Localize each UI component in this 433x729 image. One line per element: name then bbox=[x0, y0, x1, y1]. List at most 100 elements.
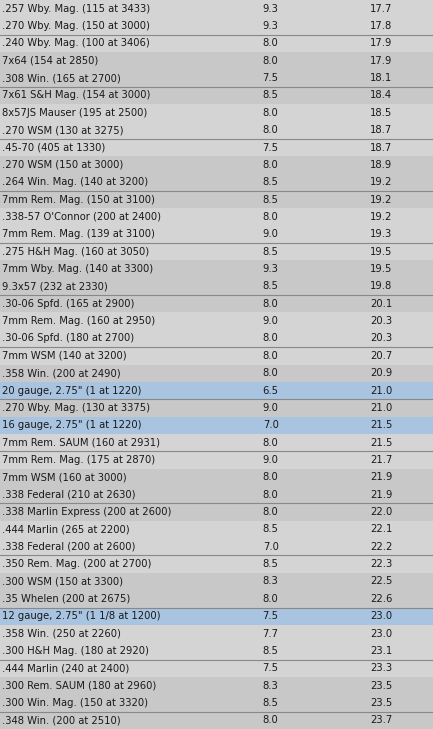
Text: 8.0: 8.0 bbox=[263, 160, 278, 170]
Bar bbox=[0, 382, 433, 399]
Text: 8.5: 8.5 bbox=[263, 195, 278, 205]
Text: 20.3: 20.3 bbox=[370, 333, 392, 343]
Text: 19.2: 19.2 bbox=[370, 212, 392, 222]
Text: .308 Win. (165 at 2700): .308 Win. (165 at 2700) bbox=[2, 73, 121, 83]
Text: .300 Win. Mag. (150 at 3320): .300 Win. Mag. (150 at 3320) bbox=[2, 698, 148, 708]
Text: 7.5: 7.5 bbox=[263, 73, 278, 83]
Text: 8.0: 8.0 bbox=[263, 212, 278, 222]
Text: 21.9: 21.9 bbox=[370, 472, 392, 483]
Text: .338 Marlin Express (200 at 2600): .338 Marlin Express (200 at 2600) bbox=[2, 507, 171, 517]
Text: .270 WSM (130 at 3275): .270 WSM (130 at 3275) bbox=[2, 125, 124, 135]
Text: .45-70 (405 at 1330): .45-70 (405 at 1330) bbox=[2, 143, 105, 152]
Bar bbox=[0, 278, 433, 295]
Bar bbox=[0, 538, 433, 555]
Text: 7.7: 7.7 bbox=[263, 628, 278, 639]
Text: 17.7: 17.7 bbox=[370, 4, 392, 14]
Text: 7mm Wby. Mag. (140 at 3300): 7mm Wby. Mag. (140 at 3300) bbox=[2, 264, 153, 274]
Bar bbox=[0, 156, 433, 174]
Text: 19.8: 19.8 bbox=[370, 281, 392, 292]
Text: 18.1: 18.1 bbox=[370, 73, 392, 83]
Bar bbox=[0, 104, 433, 122]
Text: .444 Marlin (240 at 2400): .444 Marlin (240 at 2400) bbox=[2, 663, 129, 674]
Text: 18.9: 18.9 bbox=[370, 160, 392, 170]
Text: 7.5: 7.5 bbox=[263, 663, 278, 674]
Text: 9.0: 9.0 bbox=[263, 230, 278, 239]
Text: 7mm WSM (160 at 3000): 7mm WSM (160 at 3000) bbox=[2, 472, 127, 483]
Text: 8.5: 8.5 bbox=[263, 524, 278, 534]
Text: .300 Rem. SAUM (180 at 2960): .300 Rem. SAUM (180 at 2960) bbox=[2, 681, 156, 690]
Text: .240 Wby. Mag. (100 at 3406): .240 Wby. Mag. (100 at 3406) bbox=[2, 39, 150, 48]
Text: 8.5: 8.5 bbox=[263, 559, 278, 569]
Text: 20.1: 20.1 bbox=[370, 299, 392, 309]
Bar bbox=[0, 226, 433, 243]
Bar bbox=[0, 330, 433, 347]
Text: 7.5: 7.5 bbox=[263, 611, 278, 621]
Text: .338-57 O'Connor (200 at 2400): .338-57 O'Connor (200 at 2400) bbox=[2, 212, 161, 222]
Text: 7mm Rem. Mag. (150 at 3100): 7mm Rem. Mag. (150 at 3100) bbox=[2, 195, 155, 205]
Bar bbox=[0, 295, 433, 313]
Text: 19.3: 19.3 bbox=[370, 230, 392, 239]
Bar bbox=[0, 416, 433, 434]
Bar bbox=[0, 52, 433, 69]
Text: 8.0: 8.0 bbox=[263, 715, 278, 725]
Text: 8.3: 8.3 bbox=[263, 681, 278, 690]
Text: 23.0: 23.0 bbox=[370, 628, 392, 639]
Text: 6.5: 6.5 bbox=[263, 386, 278, 396]
Text: 21.7: 21.7 bbox=[370, 455, 392, 465]
Text: 8.0: 8.0 bbox=[263, 472, 278, 483]
Bar bbox=[0, 347, 433, 364]
Text: 20 gauge, 2.75" (1 at 1220): 20 gauge, 2.75" (1 at 1220) bbox=[2, 386, 142, 396]
Text: 22.0: 22.0 bbox=[370, 507, 392, 517]
Text: 19.2: 19.2 bbox=[370, 177, 392, 187]
Text: 7.0: 7.0 bbox=[263, 420, 278, 430]
Text: 9.3: 9.3 bbox=[263, 264, 278, 274]
Text: 8.5: 8.5 bbox=[263, 246, 278, 257]
Text: 8.5: 8.5 bbox=[263, 281, 278, 292]
Bar bbox=[0, 503, 433, 521]
Bar bbox=[0, 35, 433, 52]
Text: .270 WSM (150 at 3000): .270 WSM (150 at 3000) bbox=[2, 160, 123, 170]
Text: 8.0: 8.0 bbox=[263, 125, 278, 135]
Text: 8.5: 8.5 bbox=[263, 698, 278, 708]
Text: 21.0: 21.0 bbox=[370, 403, 392, 413]
Text: 9.3: 9.3 bbox=[263, 21, 278, 31]
Text: 23.0: 23.0 bbox=[370, 611, 392, 621]
Bar bbox=[0, 607, 433, 625]
Text: 20.7: 20.7 bbox=[370, 351, 392, 361]
Text: 7mm WSM (140 at 3200): 7mm WSM (140 at 3200) bbox=[2, 351, 127, 361]
Text: 20.3: 20.3 bbox=[370, 316, 392, 326]
Bar bbox=[0, 208, 433, 226]
Bar bbox=[0, 694, 433, 712]
Text: .358 Win. (250 at 2260): .358 Win. (250 at 2260) bbox=[2, 628, 121, 639]
Bar bbox=[0, 399, 433, 416]
Text: 9.0: 9.0 bbox=[263, 455, 278, 465]
Text: .348 Win. (200 at 2510): .348 Win. (200 at 2510) bbox=[2, 715, 121, 725]
Text: 22.3: 22.3 bbox=[370, 559, 392, 569]
Text: 18.7: 18.7 bbox=[370, 125, 392, 135]
Bar bbox=[0, 260, 433, 278]
Text: 20.9: 20.9 bbox=[370, 368, 392, 378]
Text: 8.5: 8.5 bbox=[263, 177, 278, 187]
Bar bbox=[0, 677, 433, 694]
Text: 9.0: 9.0 bbox=[263, 316, 278, 326]
Bar bbox=[0, 521, 433, 538]
Text: 8x57JS Mauser (195 at 2500): 8x57JS Mauser (195 at 2500) bbox=[2, 108, 147, 118]
Text: .35 Whelen (200 at 2675): .35 Whelen (200 at 2675) bbox=[2, 594, 130, 604]
Text: 22.1: 22.1 bbox=[370, 524, 392, 534]
Text: .350 Rem. Mag. (200 at 2700): .350 Rem. Mag. (200 at 2700) bbox=[2, 559, 152, 569]
Text: 7mm Rem. Mag. (160 at 2950): 7mm Rem. Mag. (160 at 2950) bbox=[2, 316, 155, 326]
Text: 23.5: 23.5 bbox=[370, 698, 392, 708]
Text: 8.5: 8.5 bbox=[263, 90, 278, 101]
Bar bbox=[0, 313, 433, 330]
Text: 19.5: 19.5 bbox=[370, 246, 392, 257]
Text: 8.0: 8.0 bbox=[263, 351, 278, 361]
Text: 21.9: 21.9 bbox=[370, 490, 392, 499]
Bar bbox=[0, 573, 433, 590]
Text: 21.0: 21.0 bbox=[370, 386, 392, 396]
Text: 8.3: 8.3 bbox=[263, 577, 278, 586]
Text: 7x61 S&H Mag. (154 at 3000): 7x61 S&H Mag. (154 at 3000) bbox=[2, 90, 151, 101]
Bar bbox=[0, 625, 433, 642]
Text: .300 WSM (150 at 3300): .300 WSM (150 at 3300) bbox=[2, 577, 123, 586]
Bar bbox=[0, 712, 433, 729]
Text: .358 Win. (200 at 2490): .358 Win. (200 at 2490) bbox=[2, 368, 121, 378]
